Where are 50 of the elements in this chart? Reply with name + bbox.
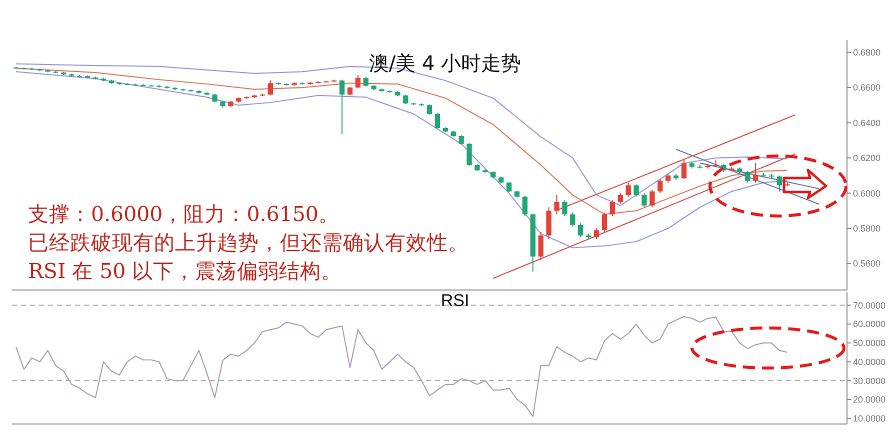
candlestick <box>618 192 623 204</box>
candlestick <box>268 80 274 96</box>
candlestick <box>538 231 544 261</box>
y-tick-label: 0.6800 <box>853 47 881 58</box>
y-tick-label: 0.5600 <box>853 258 881 269</box>
y-tick-label: 0.6400 <box>853 118 881 128</box>
candlestick <box>562 200 568 217</box>
candlestick <box>578 222 584 238</box>
candlestick <box>634 184 639 198</box>
y-tick-label: 50.0000 <box>853 338 886 348</box>
candlestick <box>713 159 718 168</box>
candlestick <box>681 159 687 180</box>
candlestick <box>650 189 655 208</box>
candlestick <box>642 192 647 208</box>
candlestick <box>752 162 758 184</box>
annotation: 支撑：0.6000，阻力：0.6150。 <box>28 202 340 226</box>
chart-title: RSI <box>440 291 470 310</box>
annotation: 已经跌破现有的上升趋势，但还需确认有效性。 <box>28 230 469 254</box>
candlestick <box>506 181 512 193</box>
candlestick <box>355 74 361 89</box>
candlestick <box>522 195 528 217</box>
candlestick <box>776 175 782 192</box>
y-tick-label: 40.0000 <box>853 356 886 367</box>
text: 澳/美 4 小时走势 <box>368 51 522 75</box>
y-tick-label: 20.0000 <box>853 394 886 405</box>
candlestick <box>594 228 600 240</box>
candlestick <box>339 79 345 135</box>
candlestick <box>403 94 408 105</box>
candlestick <box>554 194 560 215</box>
candlestick <box>626 182 631 198</box>
line-series <box>15 316 788 418</box>
annotation: RSI 在 50 以下，震荡偏弱结构。 <box>28 259 342 283</box>
candlestick <box>745 170 750 184</box>
candlestick <box>434 112 440 130</box>
candlestick <box>426 104 432 116</box>
y-tick-label: 0.6600 <box>853 82 881 93</box>
y-tick-label: 10.0000 <box>853 413 886 424</box>
candlestick <box>363 76 368 87</box>
y-tick-label: 0.6200 <box>853 153 881 164</box>
y-tick-label: 30.0000 <box>853 376 886 386</box>
candlestick <box>570 212 576 228</box>
candlestick <box>458 134 464 146</box>
y-tick-label: 0.5800 <box>853 224 881 234</box>
candlestick <box>610 200 615 217</box>
candlestick <box>658 178 663 194</box>
candlestick <box>466 142 472 166</box>
y-tick-label: 0.6000 <box>853 188 881 198</box>
candlestick <box>602 212 608 232</box>
y-tick-label: 70.0000 <box>853 300 886 310</box>
y-tick-label: 60.0000 <box>853 319 886 330</box>
